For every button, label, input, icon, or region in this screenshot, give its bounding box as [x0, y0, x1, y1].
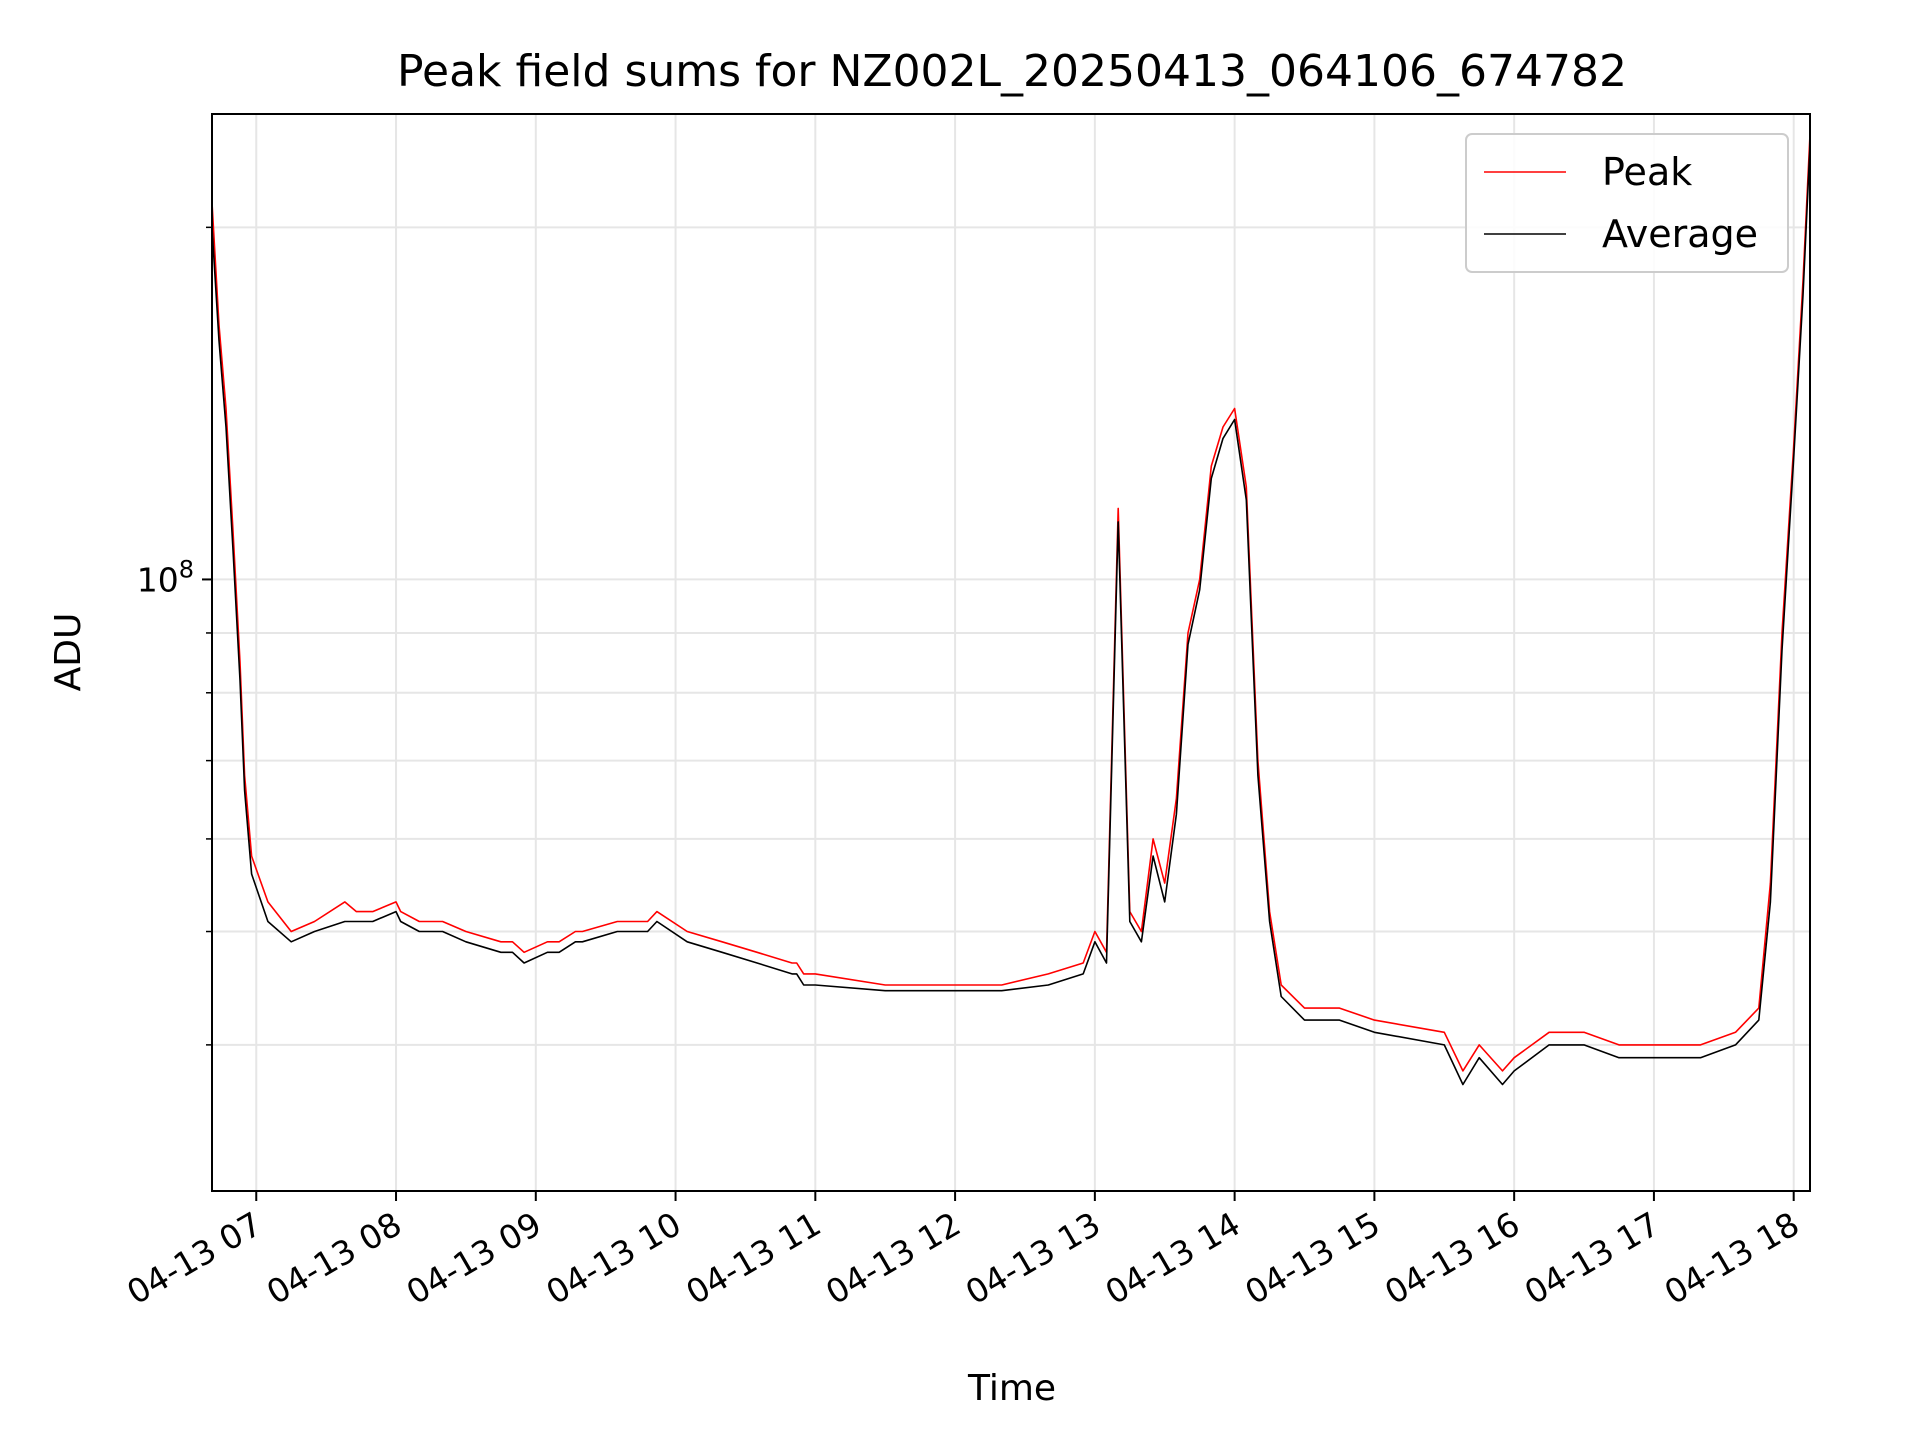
- legend-label-average: Average: [1602, 212, 1758, 256]
- series-line-peak: [211, 134, 1811, 1072]
- series-lines: [211, 134, 1811, 1086]
- x-tick-label: 04-13 08: [260, 1204, 408, 1312]
- x-tick-label: 04-13 17: [1518, 1204, 1666, 1312]
- x-tick-label: 04-13 11: [679, 1204, 827, 1312]
- x-tick-label: 04-13 16: [1378, 1204, 1526, 1312]
- x-tick-label: 04-13 18: [1658, 1204, 1806, 1312]
- grid: [212, 114, 1810, 1191]
- plot-frame: [211, 113, 1811, 1192]
- x-tick-label: 04-13 15: [1238, 1204, 1386, 1312]
- x-tick-label: 04-13 13: [959, 1204, 1107, 1312]
- x-axis-label: Time: [967, 1368, 1056, 1409]
- series-line-average: [211, 145, 1811, 1086]
- legend-box: [1465, 133, 1789, 273]
- x-tick-label: 04-13 14: [1099, 1204, 1247, 1312]
- y-tick-label: 108: [137, 555, 194, 599]
- y-axis-label: ADU: [48, 613, 89, 692]
- chart-title: Peak field sums for NZ002L_20250413_0641…: [397, 46, 1627, 97]
- x-tick-label: 04-13 10: [540, 1204, 688, 1312]
- x-tick-label: 04-13 09: [400, 1204, 548, 1312]
- legend-label-peak: Peak: [1602, 150, 1692, 194]
- y-axis: 108: [137, 226, 212, 1046]
- legend: Peak Average: [1465, 133, 1789, 273]
- x-tick-label: 04-13 07: [120, 1204, 268, 1312]
- x-tick-label: 04-13 12: [819, 1204, 967, 1312]
